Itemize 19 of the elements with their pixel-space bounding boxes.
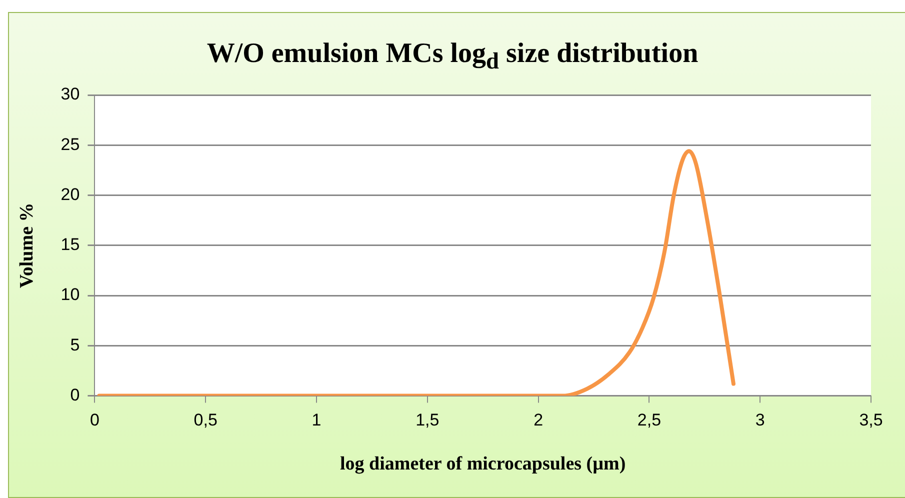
x-tick-label: 0 <box>90 410 100 430</box>
x-tick-label: 1,5 <box>416 410 440 430</box>
x-axis-title: log diameter of microcapsules (µm) <box>340 454 626 475</box>
x-tick-label: 3 <box>755 410 765 430</box>
y-tick-label: 25 <box>60 134 80 154</box>
x-tick-label: 2 <box>534 410 544 430</box>
y-tick-label: 5 <box>70 335 80 354</box>
y-tick-label: 0 <box>70 385 80 404</box>
line-series <box>97 149 736 396</box>
y-tick-label: 15 <box>60 235 80 254</box>
x-tick-label: 2,5 <box>637 410 662 430</box>
y-tick-label: 30 <box>60 84 80 104</box>
y-tick-label: 10 <box>60 285 80 304</box>
x-tick-label: 0,5 <box>194 410 218 430</box>
x-tick-label: 3,5 <box>859 410 883 430</box>
chart-title: W/O emulsion MCs log$_{d}$ size distribution <box>206 38 700 76</box>
y-axis-title: Volume % <box>16 202 38 288</box>
y-tick-label: 20 <box>60 184 80 204</box>
x-tick-label: 1 <box>312 410 322 430</box>
